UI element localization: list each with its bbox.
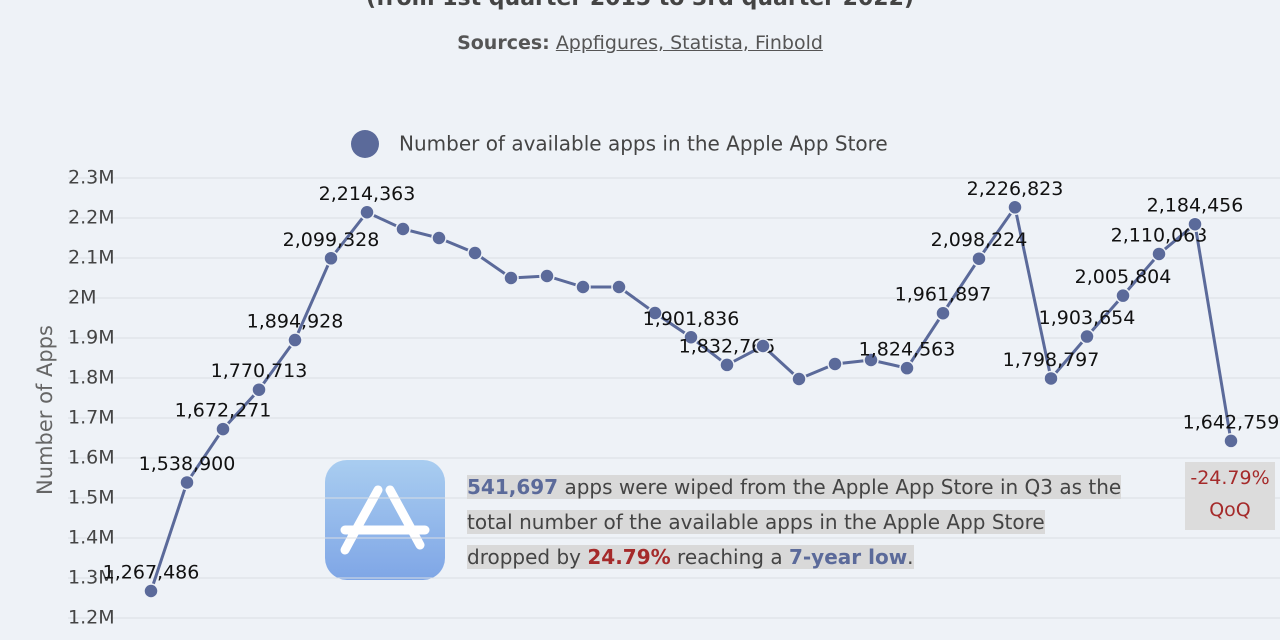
data-point	[971, 250, 987, 267]
data-point	[503, 270, 519, 286]
data-label: 1,903,654	[1039, 307, 1136, 329]
y-tick-label: 1.2M	[68, 607, 115, 629]
annotation-text: 541,697	[467, 475, 559, 499]
data-point	[611, 279, 627, 295]
data-label: 1,267,486	[103, 562, 200, 584]
data-label: 1,770,713	[211, 360, 308, 382]
data-label: 1,798,797	[1003, 349, 1100, 371]
sources: Sources: Appfigures, Statista, Finbold	[0, 32, 1280, 54]
data-label: 1,538,900	[139, 453, 236, 475]
data-label: 2,110,063	[1111, 224, 1208, 246]
data-point	[1223, 433, 1239, 449]
data-point	[395, 221, 411, 237]
y-tick-label: 1.3M	[68, 567, 115, 589]
data-point	[287, 332, 303, 348]
data-point	[251, 381, 267, 398]
y-tick-label: 2M	[68, 287, 96, 309]
data-point	[863, 352, 879, 368]
y-tick-label: 1.5M	[68, 487, 115, 509]
badge-period: QoQ	[1209, 499, 1251, 521]
data-point	[755, 338, 771, 354]
annotation: 541,697 apps were wiped from the Apple A…	[467, 470, 1127, 575]
app-store-icon	[325, 460, 445, 580]
y-tick-label: 2.2M	[68, 207, 115, 229]
data-point	[323, 250, 339, 267]
data-point	[647, 305, 663, 321]
y-tick-label: 1.7M	[68, 407, 115, 429]
legend-marker	[351, 130, 379, 158]
data-label: 2,214,363	[319, 183, 416, 205]
data-point	[431, 230, 447, 246]
data-point	[1151, 246, 1167, 262]
data-label: 2,184,456	[1147, 195, 1244, 217]
annotation-text: 24.79%	[587, 545, 671, 569]
change-badge: -24.79% QoQ	[1185, 462, 1275, 530]
data-point	[719, 357, 735, 373]
y-tick-label: 1.9M	[68, 327, 115, 349]
data-point	[467, 245, 483, 261]
data-label: 1,961,897	[895, 284, 992, 306]
data-point	[827, 356, 843, 372]
sources-label: Sources:	[457, 32, 550, 54]
subtitle: (from 1st quarter 2015 to 3rd quarter 20…	[0, 0, 1280, 11]
data-point	[575, 279, 591, 295]
y-tick-label: 2.1M	[68, 247, 115, 269]
data-point	[935, 305, 951, 321]
data-point	[1187, 216, 1203, 232]
data-label: 2,099,328	[283, 229, 380, 251]
data-point	[179, 474, 195, 491]
legend-label: Number of available apps in the Apple Ap…	[399, 132, 888, 156]
data-label: 1,832,765	[679, 335, 776, 357]
data-label: 1,894,928	[247, 311, 344, 333]
data-point	[539, 268, 555, 284]
data-point	[1115, 287, 1131, 304]
data-point	[359, 204, 375, 221]
data-point	[683, 329, 699, 346]
data-point	[1079, 328, 1095, 345]
y-axis-label: Number of Apps	[33, 325, 57, 495]
data-point	[1043, 370, 1059, 387]
data-point	[143, 583, 159, 599]
data-label: 1,672,271	[175, 400, 272, 422]
data-label: 1,642,759	[1183, 411, 1280, 433]
data-point	[791, 371, 807, 387]
y-tick-label: 1.4M	[68, 527, 115, 549]
annotation-text: 7-year low	[788, 545, 908, 569]
y-tick-label: 1.8M	[68, 367, 115, 389]
annotation-text: reaching a	[670, 545, 789, 569]
data-point	[899, 360, 915, 376]
data-label: 1,901,836	[643, 308, 740, 330]
badge-value: -24.79%	[1190, 467, 1270, 489]
data-label: 1,824,563	[859, 339, 956, 361]
data-label: 2,005,804	[1075, 266, 1172, 288]
y-tick-label: 1.6M	[68, 447, 115, 469]
data-point	[215, 421, 231, 437]
data-point	[1007, 199, 1023, 216]
data-label: 2,098,224	[931, 229, 1028, 251]
y-tick-label: 2.3M	[68, 167, 115, 189]
data-label: 2,226,823	[967, 178, 1064, 200]
annotation-text: .	[907, 545, 914, 569]
sources-links[interactable]: Appfigures, Statista, Finbold	[555, 32, 823, 54]
